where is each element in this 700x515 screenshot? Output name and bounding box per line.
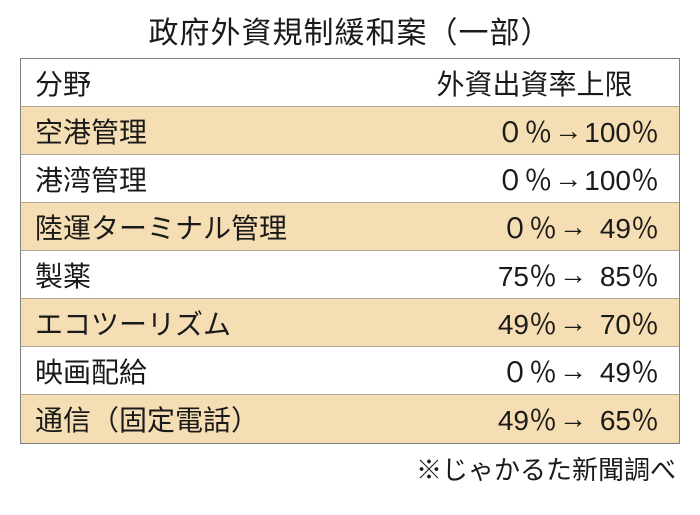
value-from: 49％ — [487, 399, 557, 439]
table-row: 空港管理 ０％→100％ — [21, 107, 679, 155]
value-to: 100％ — [584, 159, 659, 199]
source-note: ※じゃかるた新聞調べ — [20, 450, 680, 487]
value-to: 49％ — [589, 351, 659, 391]
table-title: 政府外資規制緩和案（一部） — [149, 8, 552, 52]
value-to: 100％ — [584, 111, 659, 151]
value-to: 70％ — [589, 303, 659, 343]
value-from: 75％ — [487, 255, 557, 295]
arrow-icon: → — [554, 163, 582, 195]
value-to: 85％ — [589, 255, 659, 295]
cell-field: 映画配給 — [21, 347, 390, 394]
regulation-table: 分野 外資出資率上限 空港管理 ０％→100％ 港湾管理 ０％→100％ 陸運タ… — [20, 58, 680, 444]
cell-field: 港湾管理 — [21, 155, 390, 202]
value-from: ０％ — [482, 159, 552, 199]
table-header-row: 分野 外資出資率上限 — [21, 59, 679, 107]
arrow-icon: → — [559, 211, 587, 243]
header-field: 分野 — [21, 59, 390, 106]
cell-value: ０％→100％ — [390, 155, 679, 202]
table-row: 通信（固定電話） 49％→65％ — [21, 395, 679, 443]
table-row: エコツーリズム 49％→70％ — [21, 299, 679, 347]
arrow-icon: → — [559, 355, 587, 387]
cell-value: 49％→65％ — [390, 395, 679, 443]
arrow-icon: → — [559, 259, 587, 291]
value-from: ０％ — [482, 111, 552, 151]
arrow-icon: → — [559, 307, 587, 339]
table-row: 港湾管理 ０％→100％ — [21, 155, 679, 203]
value-from: ０％ — [487, 351, 557, 391]
cell-field: エコツーリズム — [21, 299, 390, 346]
table-row: 製薬 75％→85％ — [21, 251, 679, 299]
cell-value: 75％→85％ — [390, 251, 679, 298]
table-row: 陸運ターミナル管理 ０％→49％ — [21, 203, 679, 251]
value-from: ０％ — [487, 207, 557, 247]
arrow-icon: → — [554, 115, 582, 147]
header-value: 外資出資率上限 — [390, 59, 679, 106]
cell-field: 製薬 — [21, 251, 390, 298]
value-to: 65％ — [589, 399, 659, 439]
cell-field: 陸運ターミナル管理 — [21, 203, 390, 250]
cell-value: ０％→49％ — [390, 347, 679, 394]
cell-value: ０％→49％ — [390, 203, 679, 250]
arrow-icon: → — [559, 403, 587, 435]
table-row: 映画配給 ０％→49％ — [21, 347, 679, 395]
value-to: 49％ — [589, 207, 659, 247]
cell-field: 通信（固定電話） — [21, 395, 390, 443]
value-from: 49％ — [487, 303, 557, 343]
cell-field: 空港管理 — [21, 107, 390, 154]
cell-value: 49％→70％ — [390, 299, 679, 346]
cell-value: ０％→100％ — [390, 107, 679, 154]
